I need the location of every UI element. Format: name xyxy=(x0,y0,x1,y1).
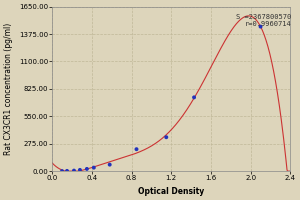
Y-axis label: Rat CX3CR1 concentration (pg/ml): Rat CX3CR1 concentration (pg/ml) xyxy=(4,23,13,155)
Point xyxy=(77,168,82,172)
Point xyxy=(134,148,139,151)
Point xyxy=(85,167,89,171)
Point xyxy=(72,169,76,172)
Text: S =2367800570
r=0.9960714: S =2367800570 r=0.9960714 xyxy=(236,14,291,27)
Point xyxy=(60,170,64,173)
Point xyxy=(258,25,263,28)
Point xyxy=(164,136,169,139)
Point xyxy=(64,169,69,173)
Point xyxy=(192,96,197,99)
Point xyxy=(107,163,112,166)
X-axis label: Optical Density: Optical Density xyxy=(138,187,204,196)
Point xyxy=(92,166,96,169)
